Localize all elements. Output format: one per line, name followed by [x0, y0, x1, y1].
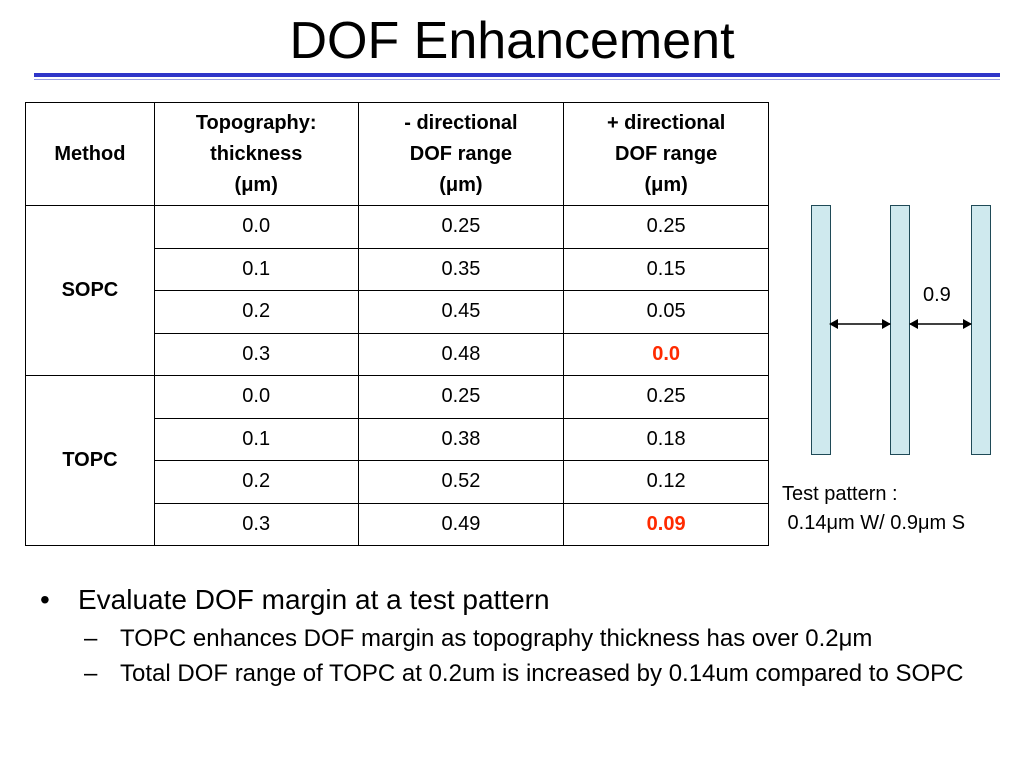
title-underline-thin [34, 79, 1000, 80]
title-underline [34, 73, 1000, 77]
plus-dof-cell: 0.25 [563, 375, 769, 419]
header-plus-directional: + directional DOF range (μm) [563, 102, 769, 206]
plus-dof-cell: 0.25 [563, 205, 769, 249]
table-header-row: Method Topography: thickness (μm) - dire… [25, 102, 769, 206]
bullet-list: • Evaluate DOF margin at a test pattern … [40, 583, 1000, 687]
thickness-cell: 0.1 [153, 417, 359, 461]
test-pattern-caption: Test pattern : 0.14μm W/ 0.9μm S [782, 483, 966, 534]
plus-dof-cell: 0.05 [563, 290, 769, 334]
pattern-line-left [811, 205, 831, 455]
plus-dof-cell-highlight: 0.09 [563, 502, 769, 546]
method-cell-topc: TOPC [25, 375, 155, 546]
table-row: 0.1 0.38 0.18 [26, 417, 769, 461]
table-row: SOPC 0.0 0.25 0.25 [25, 205, 769, 376]
spacing-arrow-left [829, 319, 891, 329]
table-row: 0.1 0.35 0.15 [26, 247, 769, 291]
table-row: 0.3 0.48 0.0 [26, 332, 769, 376]
bullet-dot-icon: • [40, 584, 50, 615]
spacing-label: 0.9 [923, 284, 951, 306]
table-row: TOPC 0.0 0.25 0.25 [25, 375, 769, 546]
spacing-arrow-right [909, 319, 972, 329]
minus-dof-cell: 0.48 [357, 332, 565, 376]
bullet-item: • Evaluate DOF margin at a test pattern [40, 584, 550, 615]
header-thickness: Topography: thickness (μm) [153, 102, 359, 206]
minus-dof-cell: 0.25 [357, 375, 565, 419]
table-row: 0.2 0.52 0.12 [26, 460, 769, 504]
minus-dof-cell: 0.52 [357, 460, 565, 504]
plus-dof-cell: 0.18 [563, 417, 769, 461]
dash-icon: – [84, 625, 98, 652]
minus-dof-cell: 0.25 [357, 205, 565, 249]
header-minus-directional: - directional DOF range (μm) [357, 102, 565, 206]
method-cell-sopc: SOPC [25, 205, 155, 376]
dash-icon: – [84, 660, 98, 687]
pattern-line-middle [890, 205, 910, 455]
plus-dof-cell: 0.15 [563, 247, 769, 291]
thickness-cell: 0.1 [153, 247, 359, 291]
sub-bullet-item: – Total DOF range of TOPC at 0.2um is in… [84, 660, 964, 687]
table-row: 0.3 0.49 0.09 [26, 502, 769, 546]
thickness-cell: 0.2 [153, 290, 359, 334]
thickness-cell: 0.3 [153, 502, 359, 546]
pattern-line-right [971, 205, 991, 455]
minus-dof-cell: 0.35 [357, 247, 565, 291]
dof-table: Method Topography: thickness (μm) - dire… [25, 102, 769, 546]
header-method: Method [25, 102, 155, 206]
page-title: DOF Enhancement [289, 12, 735, 70]
minus-dof-cell: 0.45 [357, 290, 565, 334]
minus-dof-cell: 0.38 [357, 417, 565, 461]
plus-dof-cell-highlight: 0.0 [563, 332, 769, 376]
thickness-cell: 0.0 [153, 205, 359, 249]
table-row: 0.2 0.45 0.05 [26, 290, 769, 334]
thickness-cell: 0.3 [153, 332, 359, 376]
minus-dof-cell: 0.49 [357, 502, 565, 546]
plus-dof-cell: 0.12 [563, 460, 769, 504]
thickness-cell: 0.2 [153, 460, 359, 504]
sub-bullet-item: – TOPC enhances DOF margin as topography… [84, 625, 873, 652]
thickness-cell: 0.0 [153, 375, 359, 419]
